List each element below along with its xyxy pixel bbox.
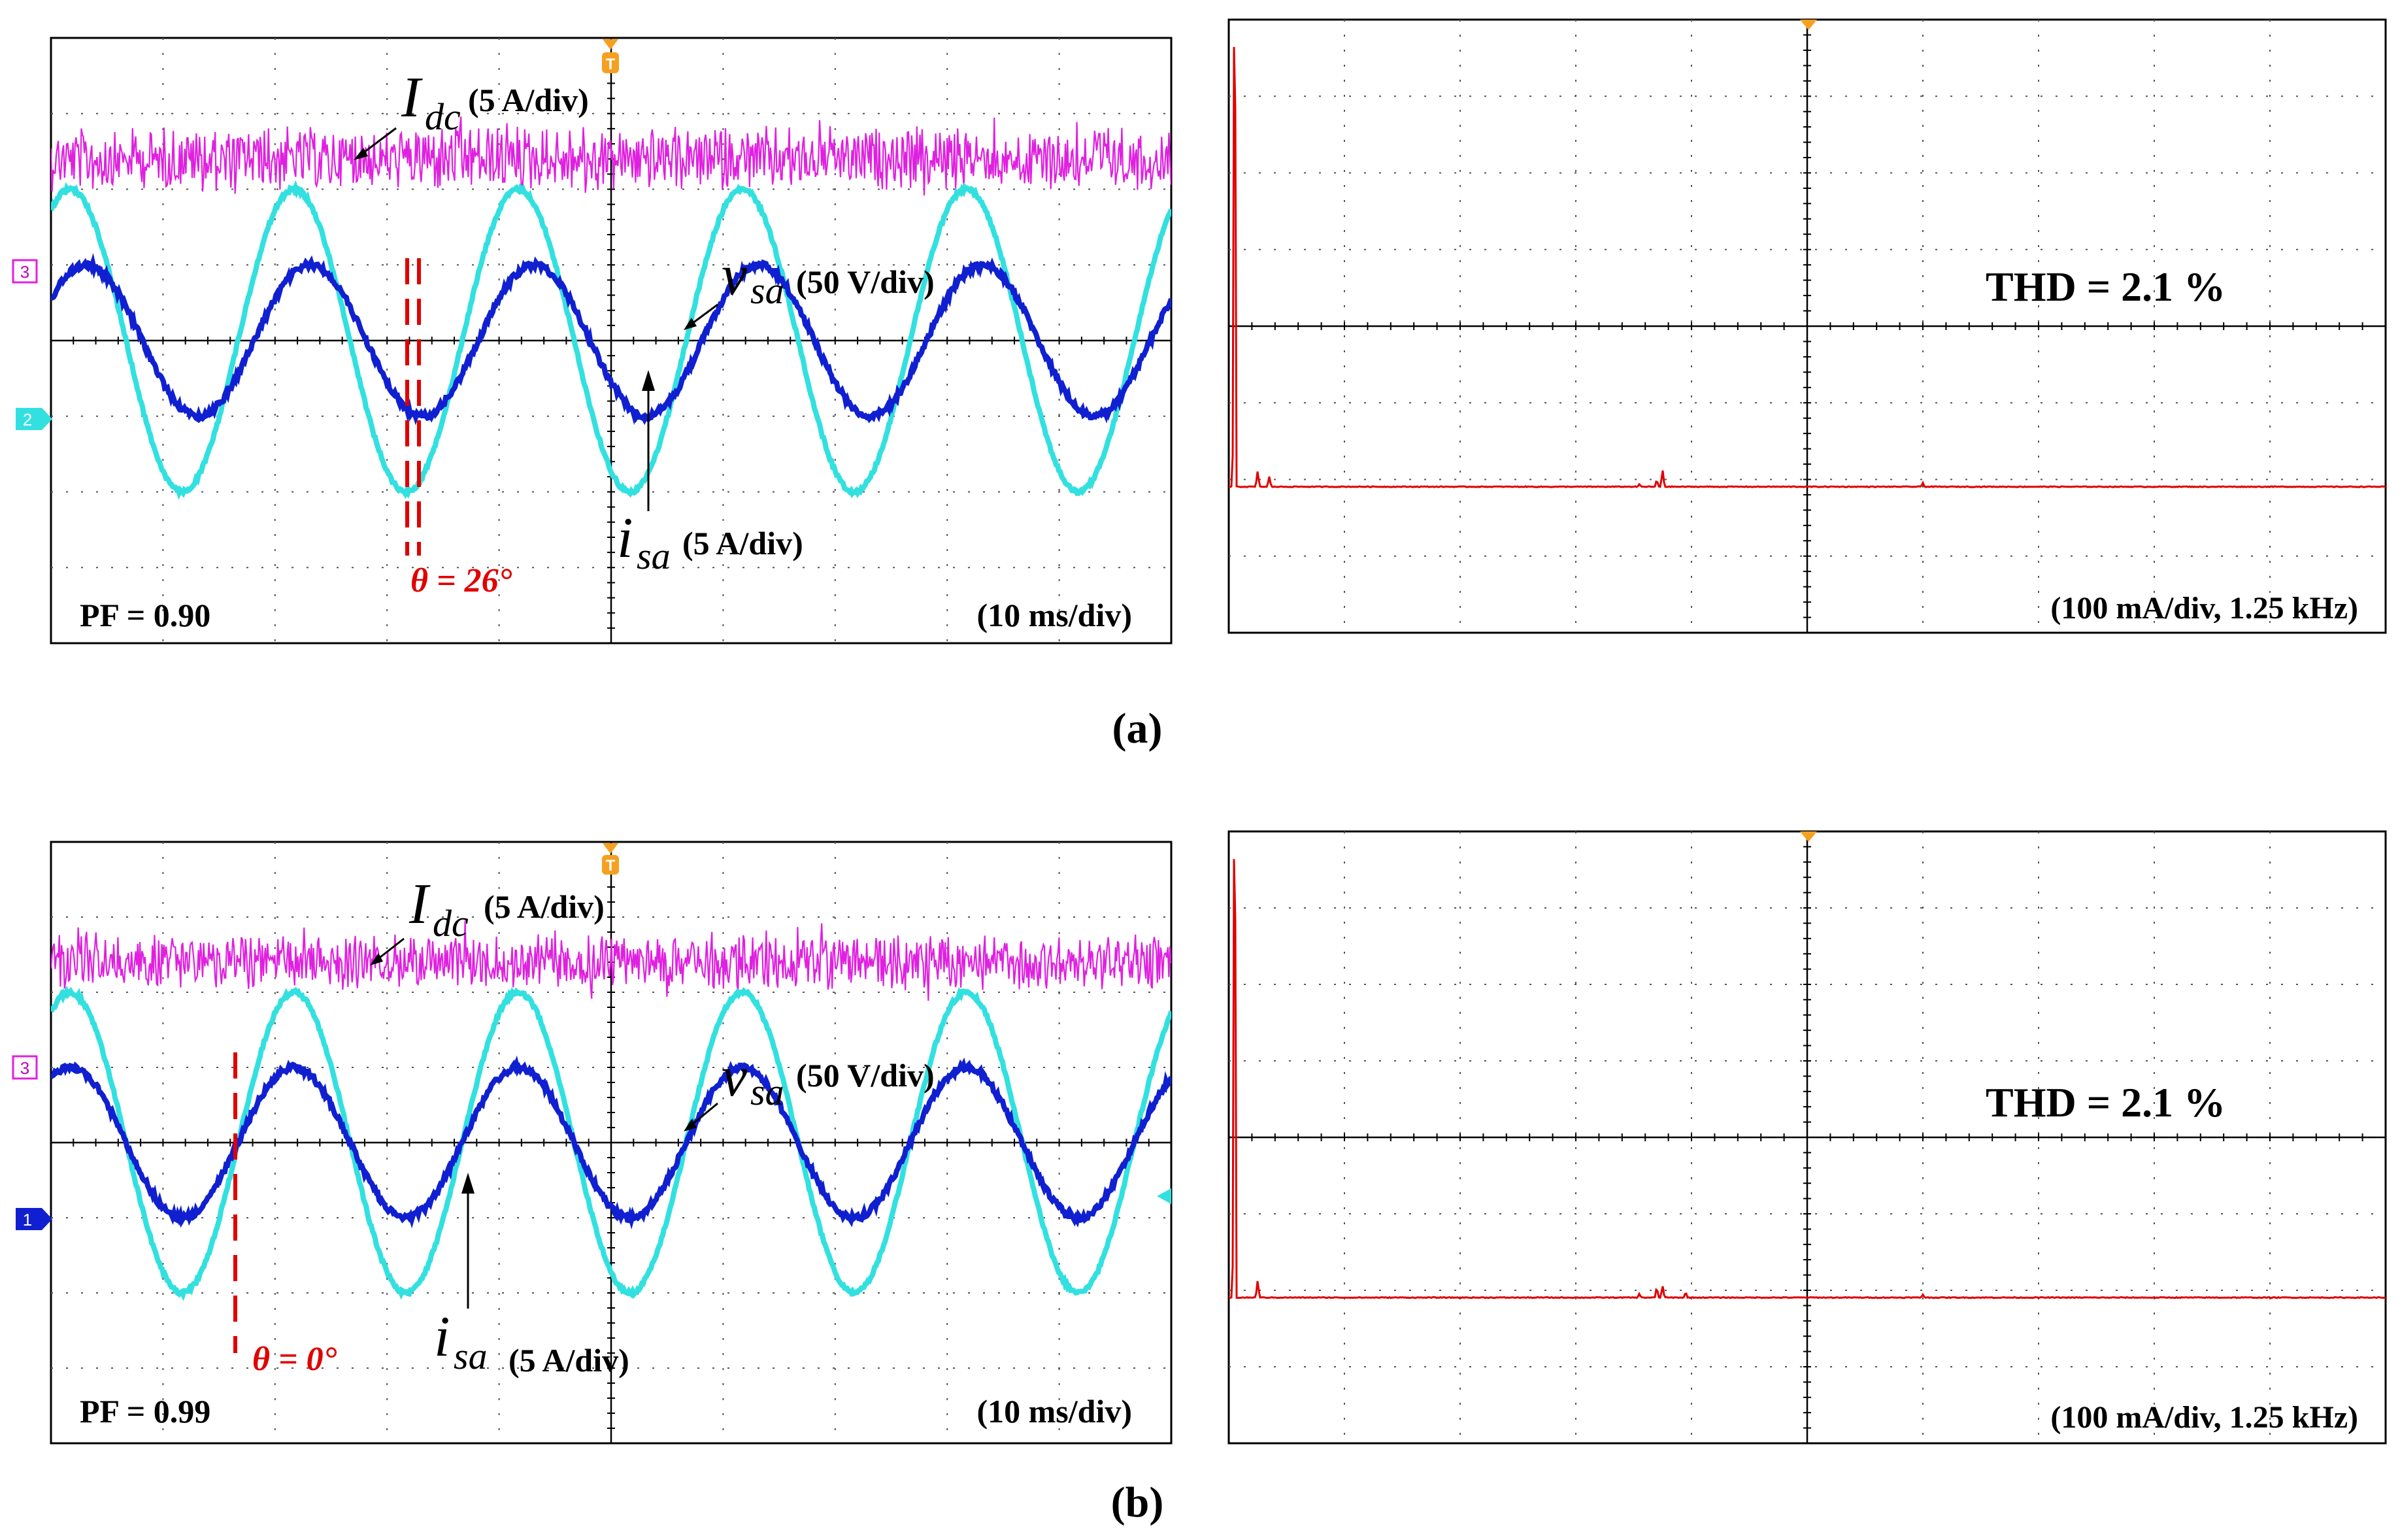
panel-label-b: (b)	[1111, 1479, 1164, 1526]
trigger-marker	[1800, 20, 1817, 30]
channel-3-label: 3	[20, 1058, 29, 1078]
scope-grid-b	[50, 841, 1172, 1444]
fft-panel-b: THD = 2.1 % (100 mA/div, 1.25 kHz)	[1227, 830, 2387, 1445]
idc-trace-b	[51, 920, 1171, 1001]
isa-arrowhead-b	[461, 1173, 475, 1194]
isa-subscript-b: sa	[454, 1335, 488, 1377]
theta-label-a: θ = 26°	[410, 562, 512, 599]
fft-scale-a: (100 mA/div, 1.25 kHz)	[2050, 591, 2358, 626]
theta-label-b: θ = 0°	[252, 1341, 337, 1378]
trigger-label: T	[606, 857, 616, 875]
vsa-symbol-b: v	[722, 1045, 748, 1109]
vsa-arrowhead-a	[684, 318, 697, 330]
vsa-scale-b: (50 V/div)	[796, 1057, 935, 1094]
channel-2-label: 2	[23, 410, 32, 429]
isa-symbol-b: i	[434, 1305, 450, 1369]
timebase-a: (10 ms/div)	[977, 597, 1133, 633]
thd-b: THD = 2.1 %	[1986, 1079, 2225, 1126]
vsa-symbol-a: v	[722, 244, 748, 307]
channel-2-marker	[16, 408, 52, 430]
idc-scale-a: (5 A/div)	[468, 82, 589, 118]
idc-subscript-b: dc	[433, 902, 469, 945]
trigger-marker	[1800, 831, 1817, 842]
idc-arrowhead-b	[370, 953, 383, 965]
idc-scale-b: (5 A/div)	[484, 888, 605, 925]
idc-arrowhead-a	[354, 148, 368, 160]
isa-scale-b: (5 A/div)	[508, 1342, 629, 1379]
panel-label-a: (a)	[1112, 705, 1163, 752]
scope-grid-a	[50, 37, 1172, 644]
timebase-b: (10 ms/div)	[977, 1393, 1133, 1430]
vsa-arrowhead-b	[684, 1119, 697, 1131]
idc-trace-a	[51, 116, 1171, 196]
trigger-label: T	[606, 56, 616, 73]
offscreen-marker	[1157, 1188, 1171, 1204]
channel-3-marker	[12, 259, 38, 284]
vsa-subscript-a: sa	[750, 269, 784, 312]
trigger-icon	[602, 52, 619, 73]
isa-scale-a: (5 A/div)	[682, 525, 803, 561]
vsa-subscript-b: sa	[750, 1071, 784, 1113]
isa-symbol-a: i	[617, 507, 633, 570]
fft-panel-a: THD = 2.1 % (100 mA/div, 1.25 kHz)	[1227, 18, 2387, 634]
idc-symbol-b: I	[408, 873, 431, 936]
thd-a: THD = 2.1 %	[1986, 263, 2225, 310]
trigger-icon	[602, 855, 619, 875]
isa-trace-a	[51, 253, 1171, 426]
vsa-trace-a	[51, 180, 1171, 500]
idc-symbol-a: I	[401, 66, 423, 129]
trigger-marker	[603, 39, 618, 50]
channel-1-label: 1	[23, 1210, 32, 1230]
channel-3-label: 3	[20, 262, 29, 282]
scope-panel-b: T 3 1 I dc (5 A/div) v sa (50 V/div) i s…	[12, 841, 1173, 1445]
isa-arrowhead-a	[642, 370, 655, 391]
scope-panel-a: T 3 2 I dc (5 A/div) v sa (50 V/div) i s…	[12, 37, 1173, 644]
fft-trace-a	[1229, 46, 2386, 488]
fft-grid-b	[1228, 831, 2386, 1444]
trigger-marker	[603, 843, 618, 854]
isa-trace-b	[51, 1055, 1171, 1230]
power-factor-b: PF = 0.99	[80, 1393, 210, 1430]
fft-trace-b	[1229, 859, 2386, 1299]
channel-1-marker	[16, 1208, 52, 1230]
fft-scale-b: (100 mA/div, 1.25 kHz)	[2050, 1400, 2358, 1435]
vsa-scale-a: (50 V/div)	[796, 263, 935, 300]
power-factor-a: PF = 0.90	[80, 597, 210, 633]
fft-grid-a	[1228, 19, 2386, 633]
idc-subscript-a: dc	[425, 95, 461, 138]
isa-subscript-a: sa	[637, 535, 671, 577]
channel-3-marker	[12, 1055, 38, 1080]
